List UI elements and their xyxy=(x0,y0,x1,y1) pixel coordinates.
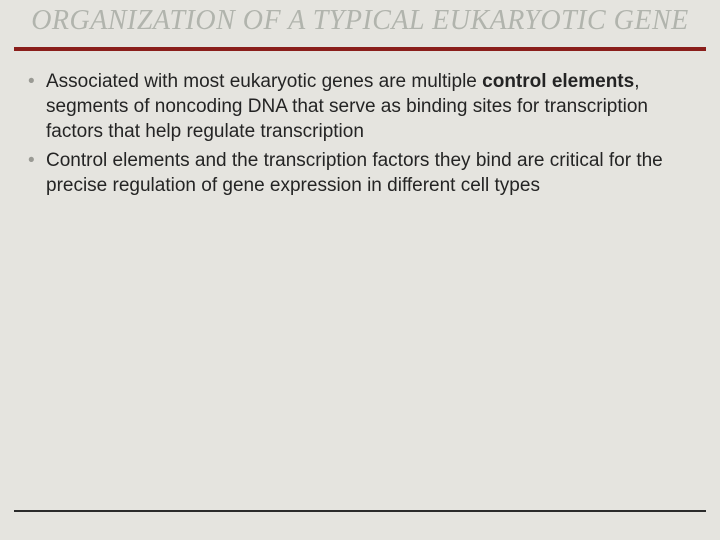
body-text: Associated with most eukaryotic genes ar… xyxy=(46,71,482,92)
content-area: Associated with most eukaryotic genes ar… xyxy=(0,51,720,198)
slide-title: ORGANIZATION OF A TYPICAL EUKARYOTIC GEN… xyxy=(24,4,696,37)
title-container: ORGANIZATION OF A TYPICAL EUKARYOTIC GEN… xyxy=(0,0,720,45)
list-item: Control elements and the transcription f… xyxy=(28,148,692,198)
bullet-list: Associated with most eukaryotic genes ar… xyxy=(28,69,692,198)
bold-text: control elements xyxy=(482,71,634,92)
list-item: Associated with most eukaryotic genes ar… xyxy=(28,69,692,144)
bottom-divider xyxy=(14,510,706,512)
body-text: Control elements and the transcription f… xyxy=(46,150,663,196)
